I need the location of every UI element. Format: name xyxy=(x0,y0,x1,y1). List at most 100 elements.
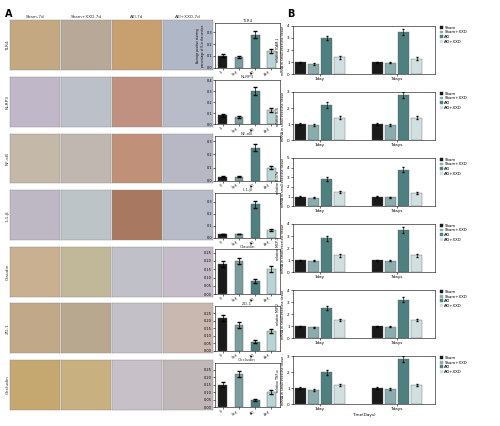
Title: TLR4: TLR4 xyxy=(242,19,252,23)
Bar xyxy=(218,177,228,181)
Bar xyxy=(322,239,332,272)
Bar xyxy=(251,281,260,294)
Bar xyxy=(234,117,244,124)
Bar xyxy=(334,320,345,338)
Bar xyxy=(308,390,319,404)
Bar xyxy=(251,35,260,68)
Bar xyxy=(322,105,332,140)
Bar xyxy=(411,256,422,272)
Bar xyxy=(372,388,382,404)
Y-axis label: relative MCP-1
mRNA in small intestine tissue: relative MCP-1 mRNA in small intestine t… xyxy=(276,224,285,273)
Text: NLRP3: NLRP3 xyxy=(6,95,10,109)
Title: Occludin: Occludin xyxy=(238,358,256,362)
Bar xyxy=(398,32,409,74)
Title: Sham+XXD-7d: Sham+XXD-7d xyxy=(70,15,102,19)
Bar xyxy=(334,192,345,206)
Bar xyxy=(322,179,332,206)
Bar xyxy=(334,385,345,404)
Y-axis label: relative ICAM-1
mRNA in small intestine tissue: relative ICAM-1 mRNA in small intestine … xyxy=(276,26,285,75)
Bar xyxy=(295,197,306,206)
Title: Claudin: Claudin xyxy=(240,245,255,249)
Bar xyxy=(234,261,244,294)
Bar xyxy=(295,124,306,140)
Y-axis label: relative TNF-α
mRNA in small intestine tissue: relative TNF-α mRNA in small intestine t… xyxy=(276,356,285,405)
Bar xyxy=(251,342,260,351)
Bar xyxy=(251,91,260,124)
Bar xyxy=(234,325,244,351)
Bar xyxy=(398,299,409,338)
Legend: Sham, Sham+XXD, AKI, AKI+XXD: Sham, Sham+XXD, AKI, AKI+XXD xyxy=(440,26,468,44)
Bar xyxy=(234,177,244,181)
Bar xyxy=(411,58,422,74)
Title: AKI+XXD-7d: AKI+XXD-7d xyxy=(175,15,201,19)
Bar xyxy=(251,204,260,238)
Text: NF-κB: NF-κB xyxy=(6,152,10,165)
Text: Claudin: Claudin xyxy=(6,263,10,280)
Bar xyxy=(234,57,244,68)
Y-axis label: relative MIP-2
mRNA in small intestine tissue: relative MIP-2 mRNA in small intestine t… xyxy=(276,290,285,339)
Bar xyxy=(334,118,345,140)
Title: NLRP3: NLRP3 xyxy=(240,75,254,79)
Bar xyxy=(267,110,276,124)
Bar xyxy=(372,260,382,272)
Text: TLR4: TLR4 xyxy=(6,40,10,51)
Bar xyxy=(251,400,260,407)
Bar xyxy=(295,260,306,272)
Bar xyxy=(218,115,228,124)
Bar xyxy=(218,385,228,407)
Bar xyxy=(385,389,396,404)
Bar xyxy=(372,124,382,140)
Text: B: B xyxy=(288,9,295,18)
Bar xyxy=(267,269,276,294)
Bar xyxy=(218,264,228,294)
Bar xyxy=(308,125,319,140)
Text: ZO-1: ZO-1 xyxy=(6,323,10,334)
Y-axis label: relative IL-6
mRNA in small intestine tissue: relative IL-6 mRNA in small intestine ti… xyxy=(276,92,285,141)
Bar xyxy=(385,261,396,272)
Bar xyxy=(218,234,228,238)
Bar xyxy=(308,64,319,74)
Bar xyxy=(334,58,345,74)
Bar xyxy=(308,198,319,206)
Title: NF-κB: NF-κB xyxy=(241,132,253,136)
Bar xyxy=(385,63,396,74)
Bar xyxy=(295,326,306,338)
Bar xyxy=(411,385,422,404)
Bar xyxy=(372,62,382,74)
Bar xyxy=(295,388,306,404)
Text: Occludin: Occludin xyxy=(6,375,10,394)
Bar xyxy=(267,168,276,181)
Bar xyxy=(385,125,396,140)
Bar xyxy=(411,193,422,206)
Bar xyxy=(234,374,244,407)
Bar xyxy=(295,62,306,74)
Title: IL1-β: IL1-β xyxy=(242,188,252,193)
Legend: Sham, Sham+XXD, AKI, AKI+XXD: Sham, Sham+XXD, AKI, AKI+XXD xyxy=(440,356,468,374)
Text: IL1-β: IL1-β xyxy=(6,210,10,221)
Title: ZO-1: ZO-1 xyxy=(242,302,252,305)
Bar xyxy=(308,328,319,338)
Bar xyxy=(308,261,319,272)
Text: A: A xyxy=(5,9,12,18)
Legend: Sham, Sham+XXD, AKI, AKI+XXD: Sham, Sham+XXD, AKI, AKI+XXD xyxy=(440,290,468,308)
Bar xyxy=(398,170,409,206)
Bar xyxy=(411,118,422,140)
Bar xyxy=(218,56,228,68)
Bar xyxy=(334,256,345,272)
Bar xyxy=(322,308,332,338)
Legend: Sham, Sham+XXD, AKI, AKI+XXD: Sham, Sham+XXD, AKI, AKI+XXD xyxy=(440,158,468,176)
Bar xyxy=(267,392,276,407)
Y-axis label: Average positive staining
percentage of % in the section: Average positive staining percentage of … xyxy=(196,24,205,66)
Bar xyxy=(234,234,244,238)
Bar xyxy=(372,326,382,338)
Bar xyxy=(385,197,396,206)
Title: Sham-7d: Sham-7d xyxy=(26,15,44,19)
Y-axis label: relative IL-17α
mRNA in small intestine tissue: relative IL-17α mRNA in small intestine … xyxy=(276,158,285,207)
Bar xyxy=(322,38,332,74)
Bar xyxy=(267,230,276,238)
Legend: Sham, Sham+XXD, AKI, AKI+XXD: Sham, Sham+XXD, AKI, AKI+XXD xyxy=(440,224,468,242)
Bar xyxy=(251,148,260,181)
Bar xyxy=(322,372,332,404)
Bar xyxy=(398,359,409,404)
Bar xyxy=(267,331,276,351)
